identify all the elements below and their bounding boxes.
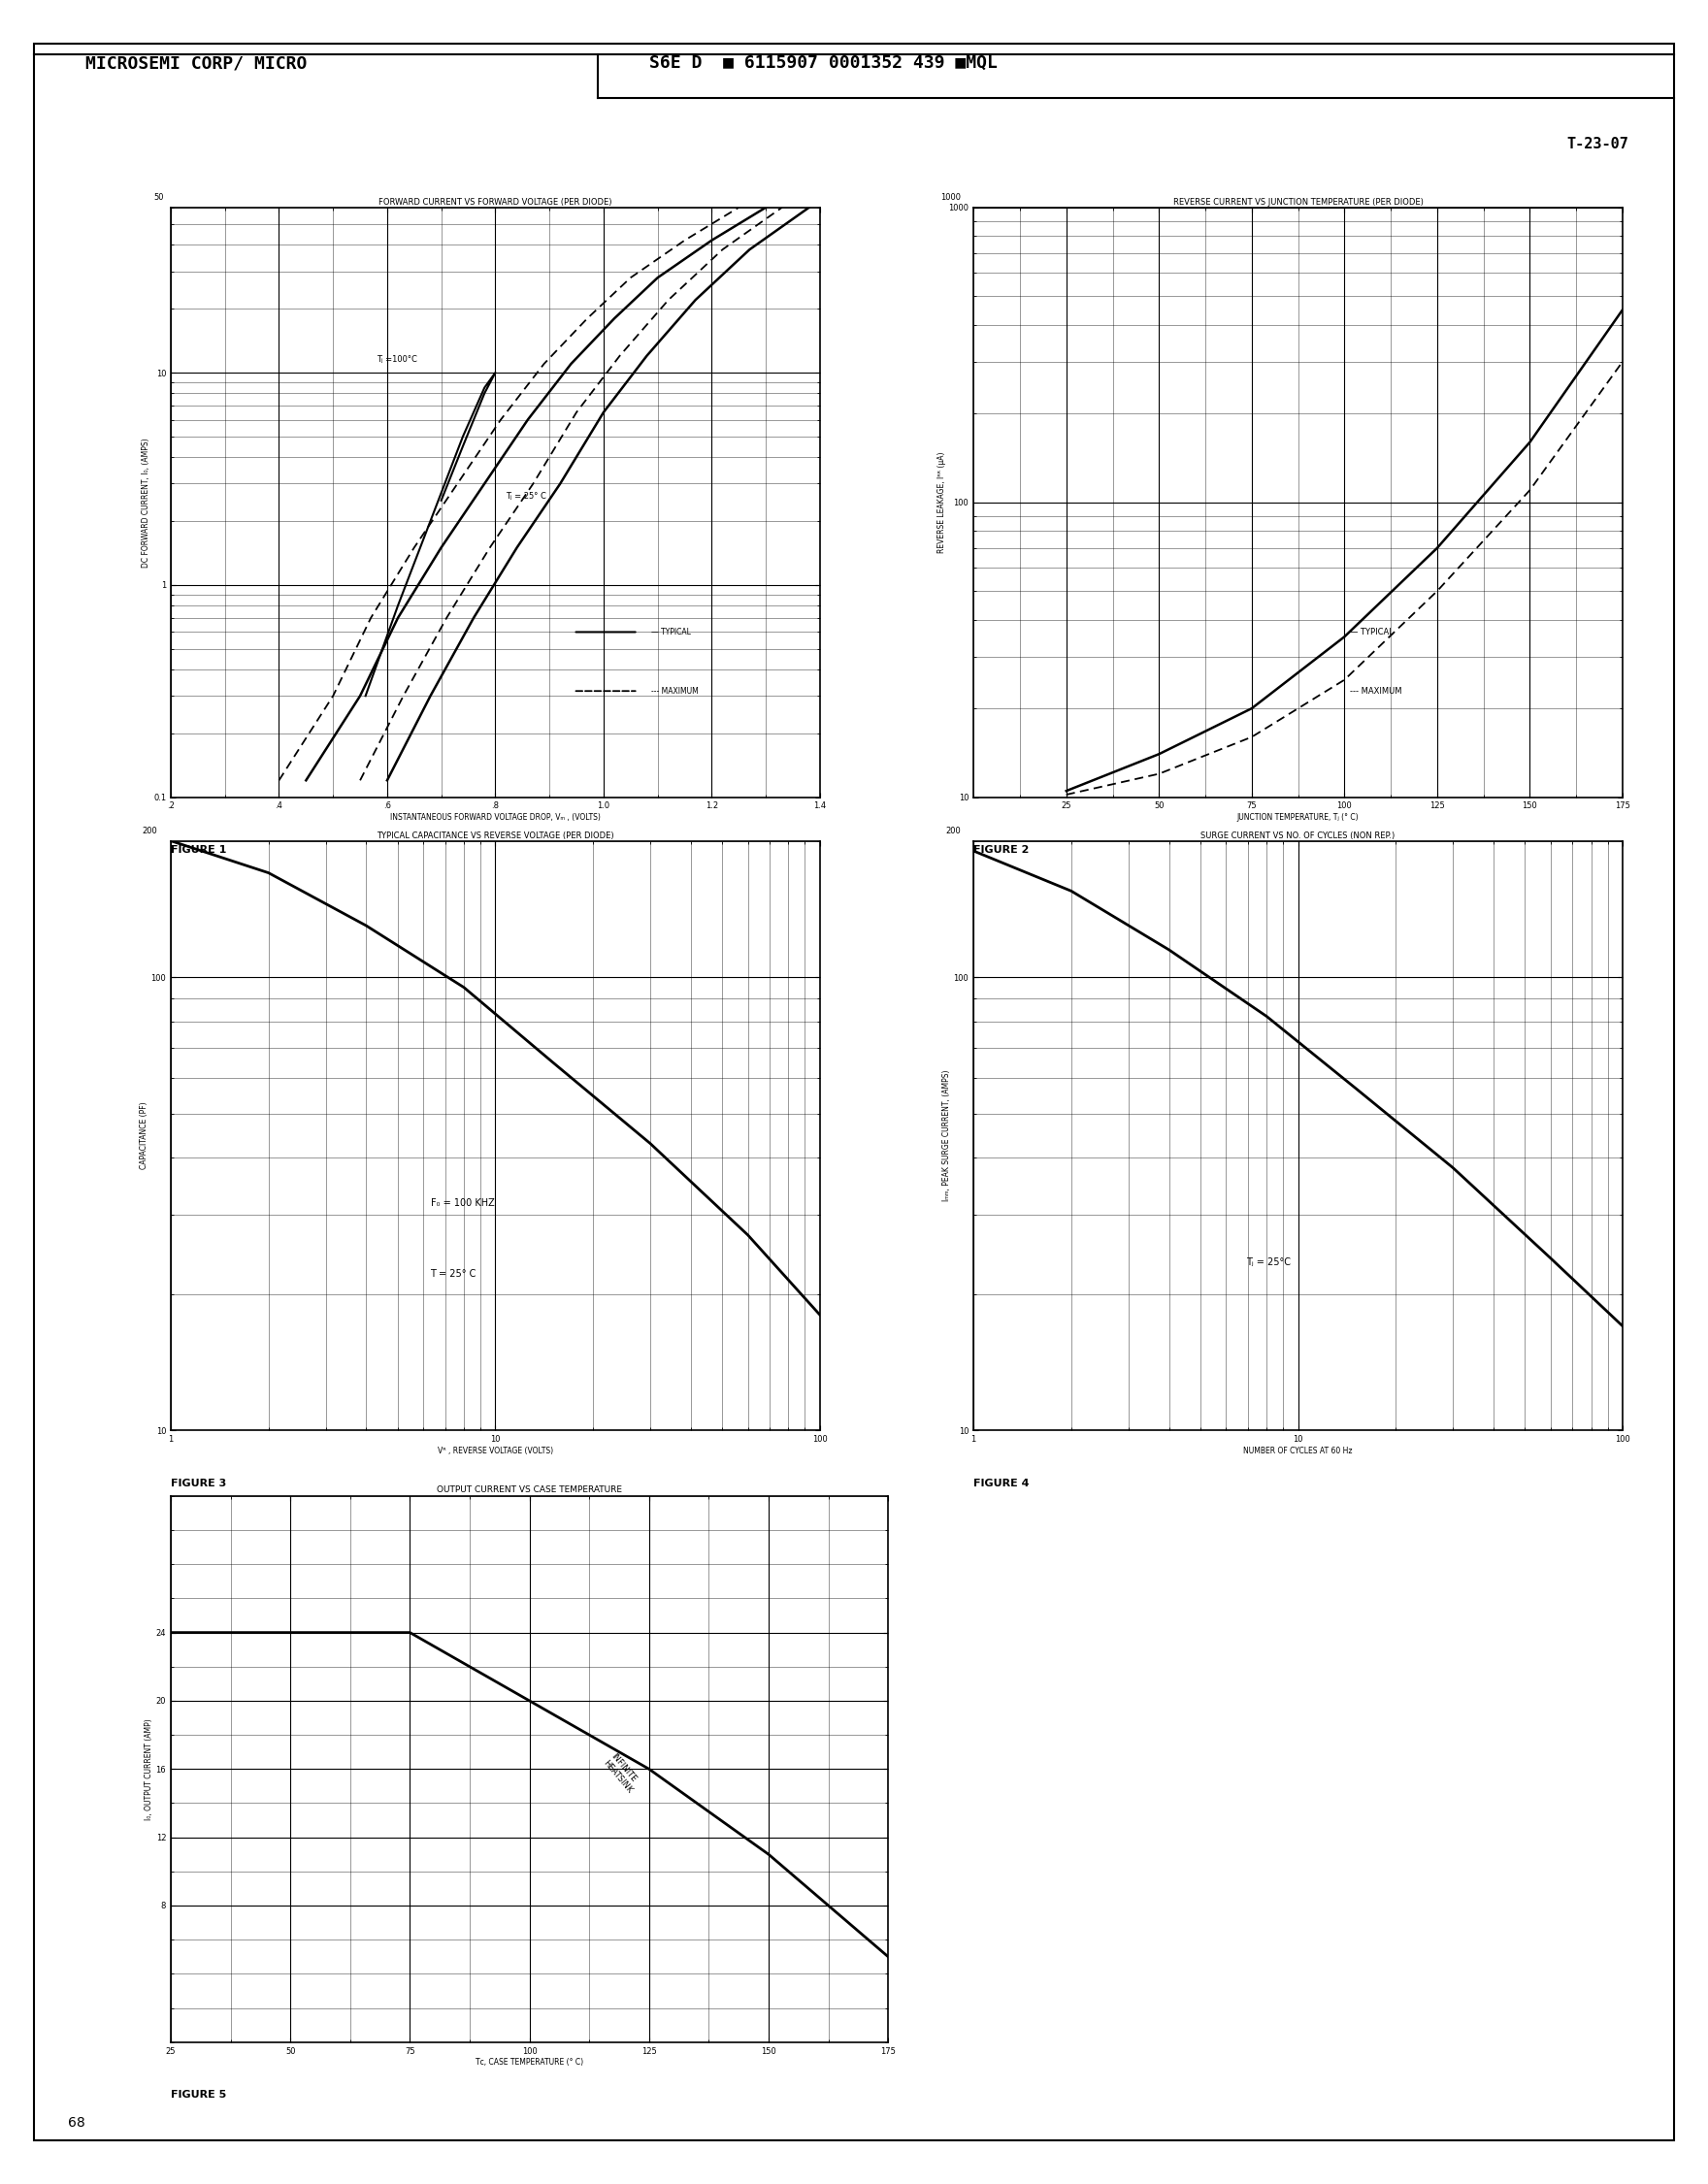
Y-axis label: Iₘₘ, PEAK SURGE CURRENT, (AMPS): Iₘₘ, PEAK SURGE CURRENT, (AMPS) bbox=[943, 1070, 951, 1201]
Text: Tⱼ = 25°C: Tⱼ = 25°C bbox=[1247, 1258, 1291, 1267]
Title: FORWARD CURRENT VS FORWARD VOLTAGE (PER DIODE): FORWARD CURRENT VS FORWARD VOLTAGE (PER … bbox=[379, 199, 611, 207]
Text: --- MAXIMUM: --- MAXIMUM bbox=[651, 686, 699, 695]
Text: — TYPICAL: — TYPICAL bbox=[651, 627, 690, 636]
Text: 68: 68 bbox=[68, 2116, 85, 2129]
Text: FIGURE 4: FIGURE 4 bbox=[974, 1479, 1030, 1487]
Text: FIGURE 5: FIGURE 5 bbox=[171, 2090, 227, 2099]
Y-axis label: CAPACITANCE (PF): CAPACITANCE (PF) bbox=[140, 1103, 149, 1168]
Title: SURGE CURRENT VS NO. OF CYCLES (NON REP.): SURGE CURRENT VS NO. OF CYCLES (NON REP.… bbox=[1201, 832, 1395, 841]
Text: Tⱼ = 25° C: Tⱼ = 25° C bbox=[506, 491, 547, 500]
Text: FIGURE 1: FIGURE 1 bbox=[171, 845, 227, 854]
Y-axis label: I₀, OUTPUT CURRENT (AMP): I₀, OUTPUT CURRENT (AMP) bbox=[145, 1719, 154, 1819]
Text: S6E D  ■ 6115907 0001352 439 ■MQL: S6E D ■ 6115907 0001352 439 ■MQL bbox=[649, 55, 997, 72]
X-axis label: INSTANTANEOUS FORWARD VOLTAGE DROP, Vₘ , (VOLTS): INSTANTANEOUS FORWARD VOLTAGE DROP, Vₘ ,… bbox=[389, 812, 601, 821]
X-axis label: Vᴿ , REVERSE VOLTAGE (VOLTS): Vᴿ , REVERSE VOLTAGE (VOLTS) bbox=[437, 1446, 553, 1455]
Text: Tⱼ =100°C: Tⱼ =100°C bbox=[376, 356, 417, 365]
Text: — TYPICAL: — TYPICAL bbox=[1349, 627, 1394, 636]
Text: INFINITE
HEATSINK: INFINITE HEATSINK bbox=[601, 1752, 642, 1795]
Text: FIGURE 3: FIGURE 3 bbox=[171, 1479, 227, 1487]
Text: F₀ = 100 KHZ: F₀ = 100 KHZ bbox=[430, 1199, 494, 1208]
Text: 200: 200 bbox=[142, 826, 157, 834]
Title: TYPICAL CAPACITANCE VS REVERSE VOLTAGE (PER DIODE): TYPICAL CAPACITANCE VS REVERSE VOLTAGE (… bbox=[377, 832, 613, 841]
X-axis label: Tᴄ, CASE TEMPERATURE (° C): Tᴄ, CASE TEMPERATURE (° C) bbox=[475, 2057, 584, 2066]
Text: MICROSEMI CORP/ MICRO: MICROSEMI CORP/ MICRO bbox=[85, 55, 307, 72]
Text: --- MAXIMUM: --- MAXIMUM bbox=[1349, 686, 1402, 695]
Title: OUTPUT CURRENT VS CASE TEMPERATURE: OUTPUT CURRENT VS CASE TEMPERATURE bbox=[437, 1485, 622, 1494]
Text: 200: 200 bbox=[945, 826, 960, 834]
Y-axis label: DC FORWARD CURRENT, I₀, (AMPS): DC FORWARD CURRENT, I₀, (AMPS) bbox=[142, 437, 150, 568]
Text: FIGURE 2: FIGURE 2 bbox=[974, 845, 1030, 854]
Text: T = 25° C: T = 25° C bbox=[430, 1269, 477, 1280]
Title: REVERSE CURRENT VS JUNCTION TEMPERATURE (PER DIODE): REVERSE CURRENT VS JUNCTION TEMPERATURE … bbox=[1173, 199, 1423, 207]
Text: 1000: 1000 bbox=[939, 192, 960, 201]
X-axis label: JUNCTION TEMPERATURE, Tⱼ (° C): JUNCTION TEMPERATURE, Tⱼ (° C) bbox=[1237, 812, 1360, 821]
Text: 50: 50 bbox=[154, 192, 164, 201]
X-axis label: NUMBER OF CYCLES AT 60 Hz: NUMBER OF CYCLES AT 60 Hz bbox=[1243, 1446, 1353, 1455]
Y-axis label: REVERSE LEAKAGE, Iᴿᴿ (μA): REVERSE LEAKAGE, Iᴿᴿ (μA) bbox=[938, 452, 946, 553]
Text: T-23-07: T-23-07 bbox=[1568, 138, 1629, 151]
